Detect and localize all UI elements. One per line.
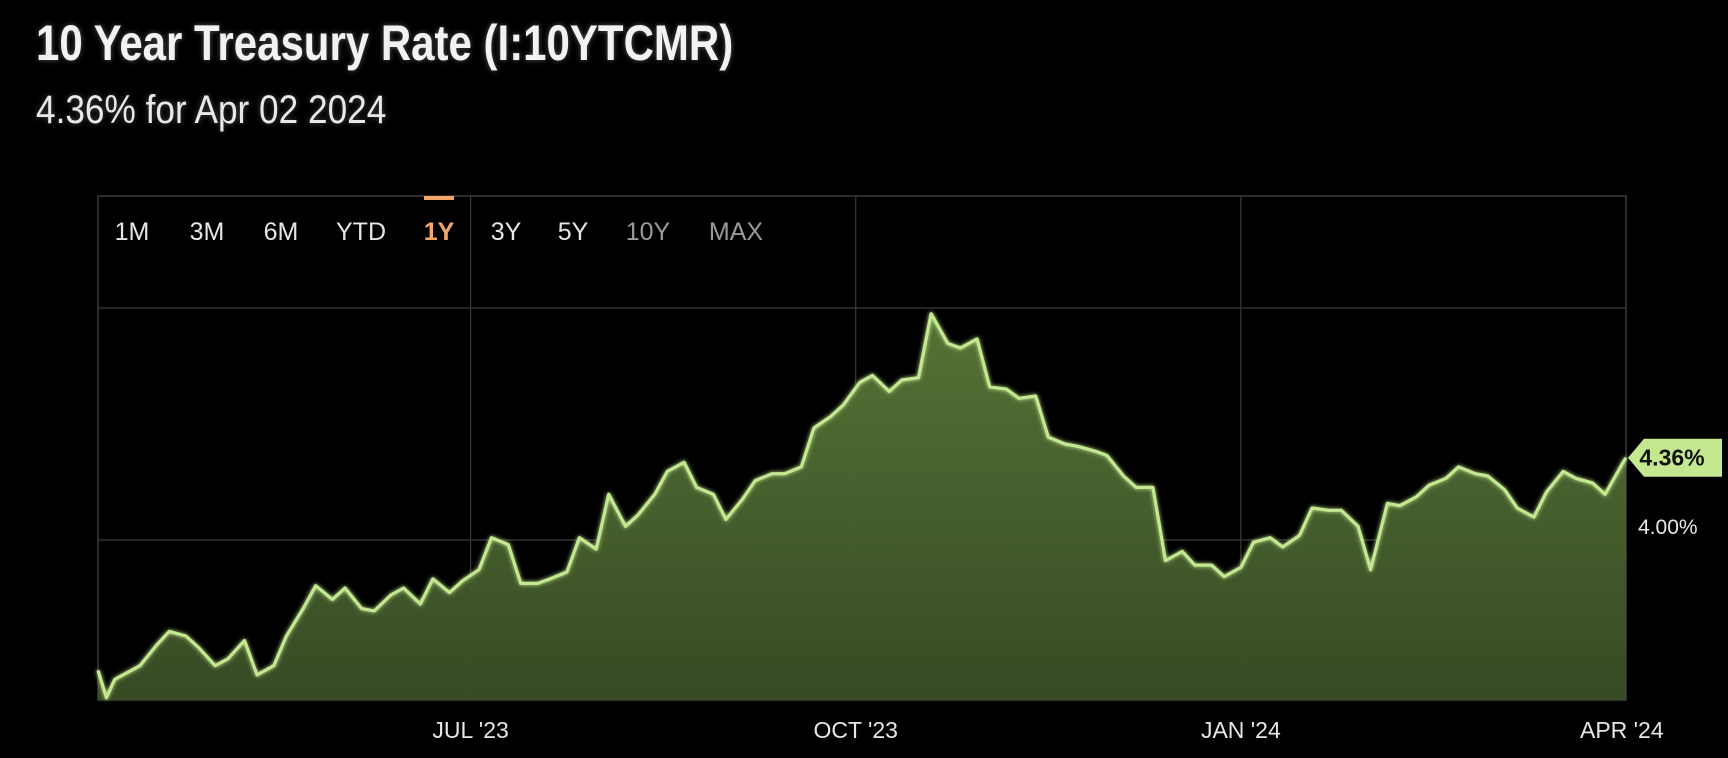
x-tick-label: JAN '24	[1201, 717, 1281, 743]
x-tick-label: APR '24	[1580, 717, 1664, 743]
svg-text:4.36%: 4.36%	[1639, 445, 1704, 471]
svg-text:1M: 1M	[115, 218, 150, 246]
range-button-ytd[interactable]: YTD	[336, 218, 386, 246]
svg-text:YTD: YTD	[336, 218, 386, 246]
page-title: 10 Year Treasury Rate (I:10YTCMR)	[36, 15, 734, 71]
rate-area	[98, 313, 1626, 700]
x-tick-label: OCT '23	[813, 717, 898, 743]
range-button-1y[interactable]: 1Y	[424, 196, 455, 246]
range-button-1m[interactable]: 1M	[115, 218, 150, 246]
svg-text:10Y: 10Y	[626, 218, 671, 246]
svg-text:5Y: 5Y	[558, 218, 589, 246]
svg-text:3Y: 3Y	[491, 218, 522, 246]
rate-line	[96, 312, 1628, 700]
page-subtitle: 4.36% for Apr 02 2024	[36, 88, 387, 132]
last-value-label: 4.36%	[1628, 438, 1722, 477]
active-range-indicator	[424, 196, 454, 200]
svg-text:6M: 6M	[264, 218, 299, 246]
range-button-6m[interactable]: 6M	[264, 218, 299, 246]
range-button-3y[interactable]: 3Y	[491, 218, 522, 246]
range-button-5y[interactable]: 5Y	[558, 218, 589, 246]
svg-text:1Y: 1Y	[424, 218, 455, 246]
range-button-3m[interactable]: 3M	[190, 218, 225, 246]
y-tick-label: 4.00%	[1638, 516, 1698, 539]
range-button-10y[interactable]: 10Y	[626, 218, 671, 246]
x-tick-label: JUL '23	[432, 717, 508, 743]
svg-text:3M: 3M	[190, 218, 225, 246]
range-button-max[interactable]: MAX	[709, 218, 764, 246]
svg-text:MAX: MAX	[709, 218, 764, 246]
